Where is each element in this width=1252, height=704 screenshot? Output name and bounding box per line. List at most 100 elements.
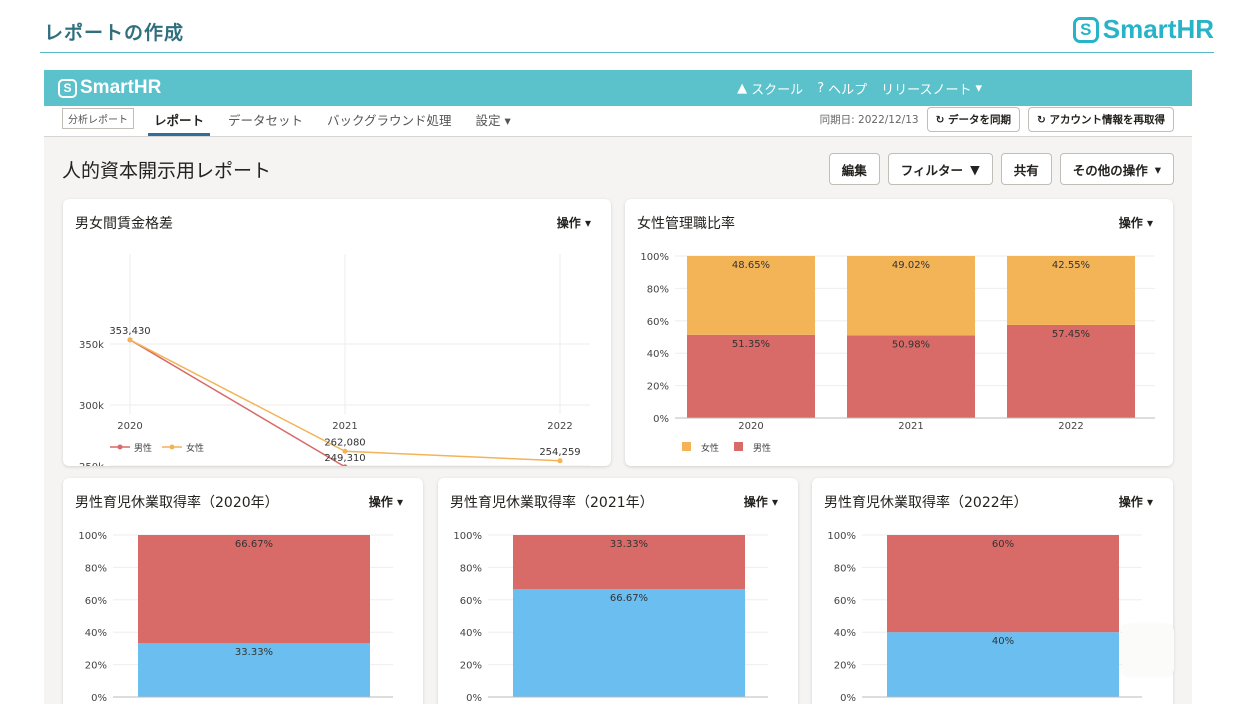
wage-gap-chart: 350k300k250k202020212022353,430249,31023…: [79, 254, 590, 466]
slide-title: レポートの作成: [44, 22, 185, 44]
app-header: S SmartHR ▲ スクール ? ヘルプ リリースノート ▾: [44, 70, 1192, 106]
more-actions-label: その他の操作: [1072, 162, 1148, 178]
card-actions-menu[interactable]: 操作 ▾: [1119, 214, 1153, 231]
help-icon: ?: [817, 80, 825, 96]
y-tick-label: 40%: [834, 628, 856, 639]
tab-dataset[interactable]: データセット: [228, 113, 304, 128]
bar-segment: [887, 535, 1119, 633]
edit-button[interactable]: 編集: [828, 153, 880, 185]
data-point: [557, 458, 563, 464]
sync-icon: ↻: [1037, 114, 1046, 126]
data-label: 40%: [992, 636, 1014, 647]
y-tick-label: 60%: [834, 596, 856, 607]
data-label: 60%: [992, 539, 1014, 550]
tab-report[interactable]: レポート: [148, 110, 211, 136]
card-actions-menu[interactable]: 操作 ▾: [1119, 493, 1153, 510]
x-tick-label: 2021: [332, 421, 357, 432]
report-header: 人的資本開示用レポート 編集 フィルター ▼ 共有 その他の操作 ▾: [44, 137, 1192, 201]
legend-label: 男性: [753, 442, 771, 454]
sync-data-label: データを同期: [948, 114, 1012, 126]
y-tick-label: 60%: [460, 596, 482, 607]
data-label: 66.67%: [610, 593, 648, 604]
x-tick-label: 2022: [1058, 421, 1083, 432]
card-actions-menu[interactable]: 操作 ▾: [369, 493, 403, 510]
y-tick-label: 100%: [640, 252, 669, 263]
data-label: 353,430: [109, 326, 150, 337]
tab-background-jobs[interactable]: バックグラウンド処理: [327, 113, 452, 128]
legend-marker: [117, 444, 123, 450]
card-actions-menu[interactable]: 操作 ▾: [557, 214, 591, 231]
app-window: S SmartHR ▲ スクール ? ヘルプ リリースノート ▾ 分析レポート レポー…: [44, 70, 1192, 704]
filter-button[interactable]: フィルター ▼: [887, 153, 993, 185]
card-actions-label: 操作: [743, 495, 768, 509]
bar-segment: [687, 334, 815, 418]
bar-segment: [138, 643, 370, 697]
y-tick-label: 0%: [466, 693, 482, 704]
x-tick-label: 2020: [117, 421, 142, 432]
y-tick-label: 350k: [79, 340, 104, 351]
bar-segment: [1007, 256, 1135, 325]
y-tick-label: 40%: [85, 628, 107, 639]
y-tick-label: 80%: [460, 563, 482, 574]
paternity-2022-chart: 100% 80% 60% 40% 20% 0% 40% 60%: [827, 531, 1142, 704]
y-tick-label: 20%: [834, 661, 856, 672]
floating-panel[interactable]: [1122, 625, 1174, 675]
card-title: 男性育児休業取得率（2020年）: [75, 495, 279, 511]
data-label: 51.35%: [732, 339, 770, 350]
sync-date: 同期日: 2022/12/13: [819, 114, 919, 126]
chart-card-wage-gap: 350k300k250k202020212022353,430249,31023…: [63, 199, 611, 466]
y-tick-label: 40%: [460, 628, 482, 639]
more-actions-button[interactable]: その他の操作 ▾: [1059, 153, 1174, 185]
bar-segment: [138, 535, 370, 644]
help-link[interactable]: ? ヘルプ: [817, 79, 867, 98]
y-tick-label: 100%: [827, 531, 856, 542]
data-label: 66.67%: [235, 539, 273, 550]
legend-swatch: [682, 442, 691, 451]
slide-logo-text: SmartHR: [1102, 14, 1214, 44]
data-point: [127, 337, 133, 343]
card-actions-label: 操作: [1118, 495, 1143, 509]
y-tick-label: 60%: [647, 317, 669, 328]
tab-settings[interactable]: 設定 ▾: [470, 110, 517, 136]
y-tick-label: 20%: [460, 661, 482, 672]
data-label: 262,080: [324, 437, 365, 448]
chevron-down-icon: ▾: [1146, 216, 1153, 230]
data-point: [342, 464, 348, 466]
bar-segment: [1007, 324, 1135, 418]
series-line: [129, 339, 346, 466]
app-logo[interactable]: S SmartHR: [58, 77, 161, 99]
smarthr-logo-icon: S: [1072, 16, 1099, 43]
bar-segment: [887, 632, 1119, 697]
card-title: 男性育児休業取得率（2022年）: [824, 495, 1028, 511]
legend-label: 女性: [186, 442, 204, 454]
data-label: 49.02%: [892, 260, 930, 271]
y-tick-label: 0%: [840, 693, 856, 704]
card-actions-label: 操作: [368, 495, 393, 509]
chevron-down-icon: ▾: [1154, 161, 1161, 177]
paternity-2020-chart: 100% 80% 60% 40% 20% 0% 33.33% 66.67%: [78, 531, 393, 704]
graduation-cap-icon: ▲: [737, 80, 748, 96]
chevron-down-icon: ▾: [396, 495, 403, 509]
release-notes-menu[interactable]: リリースノート ▾: [881, 79, 982, 98]
card-title: 男性育児休業取得率（2021年）: [450, 495, 654, 511]
chevron-down-icon: ▾: [584, 216, 591, 230]
school-link[interactable]: ▲ スクール: [737, 79, 803, 98]
bar-segment: [687, 256, 815, 335]
y-tick-label: 250k: [79, 462, 104, 466]
tab-settings-label: 設定: [475, 113, 501, 128]
data-label: 50.98%: [892, 339, 930, 350]
release-notes-label: リリースノート: [881, 82, 972, 98]
x-tick-label: 2020: [738, 421, 763, 432]
sync-data-button[interactable]: ↻ データを同期: [926, 107, 1021, 132]
card-actions-menu[interactable]: 操作 ▾: [744, 493, 778, 510]
share-button[interactable]: 共有: [1000, 153, 1052, 185]
data-label: 48.65%: [732, 260, 770, 271]
data-label: 33.33%: [610, 539, 648, 550]
y-tick-label: 20%: [647, 382, 669, 393]
refresh-account-button[interactable]: ↻ アカウント情報を再取得: [1028, 107, 1174, 132]
bar-segment: [513, 588, 745, 697]
filter-icon: ▼: [970, 161, 980, 177]
female-managers-chart: 100% 80% 60% 40% 20% 0% 51.35% 48.65% 2020 50.98%…: [640, 252, 1155, 454]
help-label: ヘルプ: [828, 82, 868, 98]
slide-logo: S SmartHR: [1072, 14, 1214, 45]
